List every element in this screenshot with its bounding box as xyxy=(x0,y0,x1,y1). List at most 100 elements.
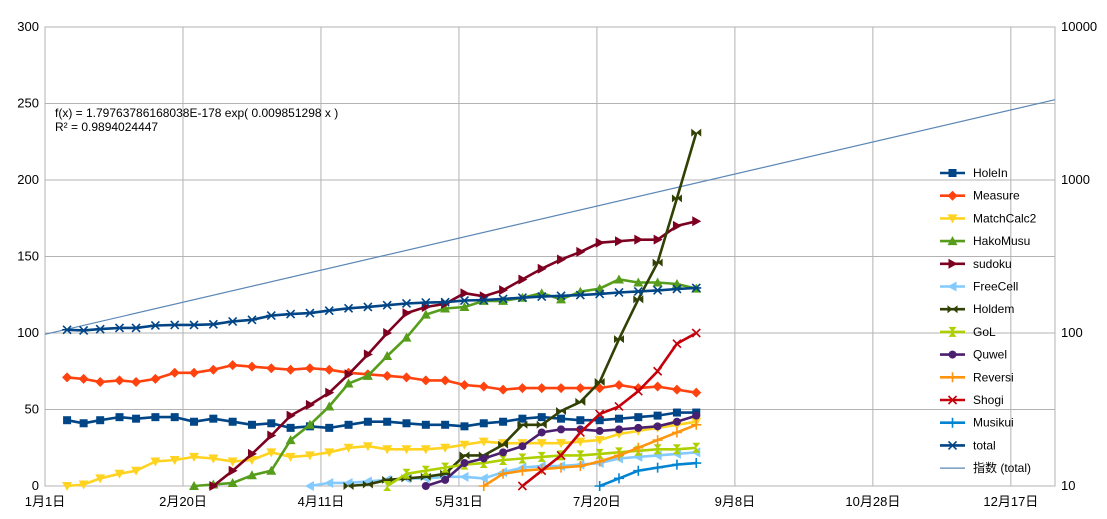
data-point xyxy=(169,455,180,465)
data-point xyxy=(460,459,469,468)
data-point xyxy=(325,423,334,432)
legend-entry: GoL xyxy=(940,325,996,339)
data-point xyxy=(691,419,702,430)
data-point xyxy=(537,428,546,437)
data-point xyxy=(383,417,392,426)
data-point xyxy=(537,466,547,476)
data-point xyxy=(62,372,73,383)
data-point xyxy=(227,477,238,487)
data-point xyxy=(634,423,643,432)
data-point xyxy=(189,367,200,378)
data-point xyxy=(576,416,585,425)
data-point xyxy=(478,437,489,447)
data-point xyxy=(382,300,393,310)
data-point xyxy=(614,414,623,423)
series-line xyxy=(66,411,697,430)
data-point xyxy=(691,458,702,469)
y-left-tick-label: 250 xyxy=(17,96,39,111)
data-point xyxy=(575,437,586,447)
data-point xyxy=(266,363,277,374)
data-point xyxy=(324,306,335,316)
data-point xyxy=(947,190,958,201)
data-point xyxy=(595,448,604,459)
data-point xyxy=(151,413,160,422)
x-tick-label: 2月20日 xyxy=(159,494,207,509)
x-tick-label: 7月20日 xyxy=(573,494,621,509)
legend-label: sudoku xyxy=(973,257,1012,271)
data-point xyxy=(557,425,566,434)
data-point xyxy=(595,237,605,248)
data-point xyxy=(401,298,412,309)
data-point xyxy=(305,399,315,410)
data-point xyxy=(325,387,335,398)
data-point xyxy=(382,370,393,381)
data-point xyxy=(401,372,412,383)
data-point xyxy=(304,451,315,461)
data-point xyxy=(499,417,508,426)
data-point xyxy=(652,277,663,287)
data-point xyxy=(575,383,586,394)
data-point xyxy=(421,465,430,476)
data-point xyxy=(267,419,276,428)
data-point xyxy=(363,417,372,426)
data-point xyxy=(595,416,604,425)
data-point xyxy=(208,319,219,329)
data-point xyxy=(78,325,89,335)
trendline xyxy=(44,99,1056,335)
data-point xyxy=(517,293,528,303)
data-point xyxy=(267,430,277,441)
data-point xyxy=(613,335,624,344)
data-point xyxy=(948,350,957,359)
data-point xyxy=(672,408,681,417)
data-point xyxy=(498,295,509,305)
data-point xyxy=(246,315,257,325)
legend-label: GoL xyxy=(973,325,996,339)
data-point xyxy=(460,422,469,431)
data-point xyxy=(634,234,644,245)
data-point xyxy=(536,420,547,429)
data-point xyxy=(613,274,624,284)
data-point xyxy=(692,442,701,453)
data-point xyxy=(575,290,586,300)
data-point xyxy=(304,308,315,318)
data-point xyxy=(304,419,315,429)
data-point xyxy=(652,258,663,267)
data-point xyxy=(131,376,142,387)
data-point xyxy=(652,462,663,473)
data-point xyxy=(227,360,238,371)
data-point xyxy=(132,414,141,423)
data-point xyxy=(78,480,89,490)
data-point xyxy=(382,445,393,455)
data-point xyxy=(575,397,586,406)
data-point xyxy=(947,236,958,246)
legend-entry: Holdem xyxy=(940,302,1014,316)
data-point xyxy=(246,455,257,465)
data-point xyxy=(498,440,509,449)
data-point xyxy=(653,234,663,245)
legend-label: Holdem xyxy=(973,302,1014,316)
data-point xyxy=(692,411,701,420)
legend-label: HoleIn xyxy=(973,166,1008,180)
data-point xyxy=(947,440,958,450)
data-point xyxy=(227,316,238,327)
data-point xyxy=(692,216,702,227)
data-point xyxy=(536,383,547,394)
data-point xyxy=(402,308,412,319)
data-point xyxy=(150,457,161,467)
data-point xyxy=(653,444,662,455)
x-tick-label: 4月11日 xyxy=(298,494,345,509)
legend-label: Quwel xyxy=(973,348,1007,362)
data-point xyxy=(460,288,470,299)
data-point xyxy=(536,292,547,302)
data-point xyxy=(115,413,124,422)
data-point xyxy=(266,448,277,458)
data-point xyxy=(556,294,567,304)
data-point xyxy=(344,369,354,380)
data-point xyxy=(671,284,682,294)
data-point xyxy=(209,414,218,423)
data-point xyxy=(114,375,125,386)
data-point xyxy=(95,376,106,387)
data-point xyxy=(63,416,72,425)
data-point xyxy=(285,435,296,445)
data-point xyxy=(652,285,663,295)
